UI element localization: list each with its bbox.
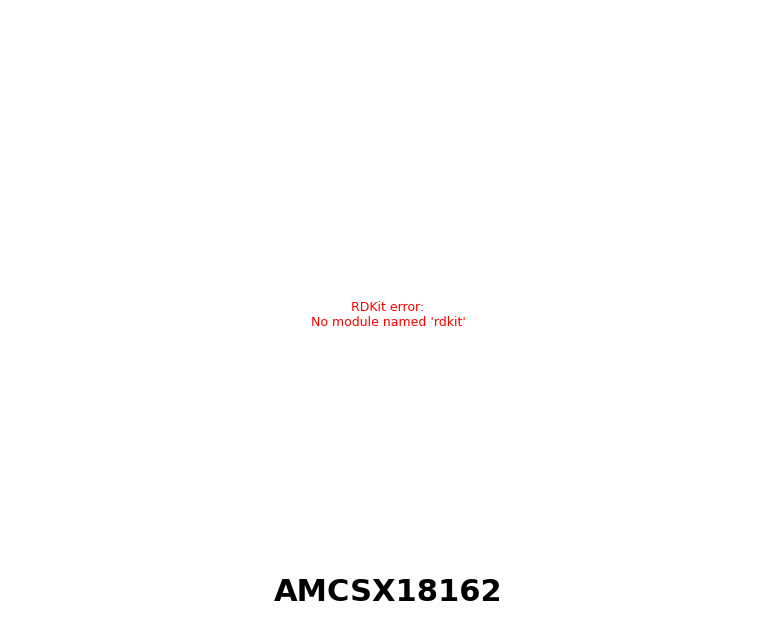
- Text: RDKit error:
No module named 'rdkit': RDKit error: No module named 'rdkit': [310, 301, 466, 329]
- Text: AMCSX18162: AMCSX18162: [274, 578, 502, 607]
